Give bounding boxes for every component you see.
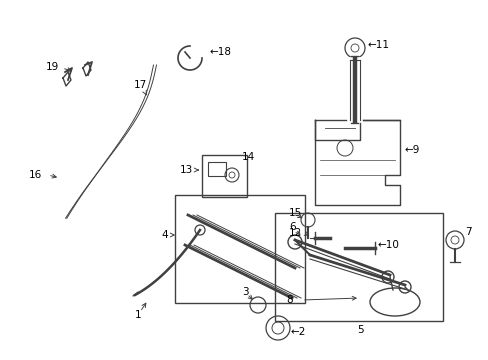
Text: 15: 15 [288,208,301,218]
Bar [274,213,442,321]
Text: ←11: ←11 [366,40,388,50]
Text: 19: 19 [45,62,59,72]
Text: 1: 1 [134,310,141,320]
Text: ←10: ←10 [376,240,398,250]
Text: ←2: ←2 [290,327,305,337]
Text: 14: 14 [241,152,254,162]
Text: ←9: ←9 [404,145,419,155]
Text: 4: 4 [161,230,168,240]
Text: 12: 12 [288,228,302,238]
Text: 7: 7 [464,227,470,237]
Text: ←18: ←18 [208,47,230,57]
Text: 6: 6 [289,222,296,232]
Text: 3: 3 [241,287,248,297]
Text: 8: 8 [286,295,293,305]
Bar [175,195,305,303]
Bar [207,162,225,176]
Text: 13: 13 [180,165,193,175]
Text: 5: 5 [356,325,363,335]
Text: 16: 16 [28,170,41,180]
Text: 17: 17 [133,80,146,90]
Bar [202,155,246,197]
